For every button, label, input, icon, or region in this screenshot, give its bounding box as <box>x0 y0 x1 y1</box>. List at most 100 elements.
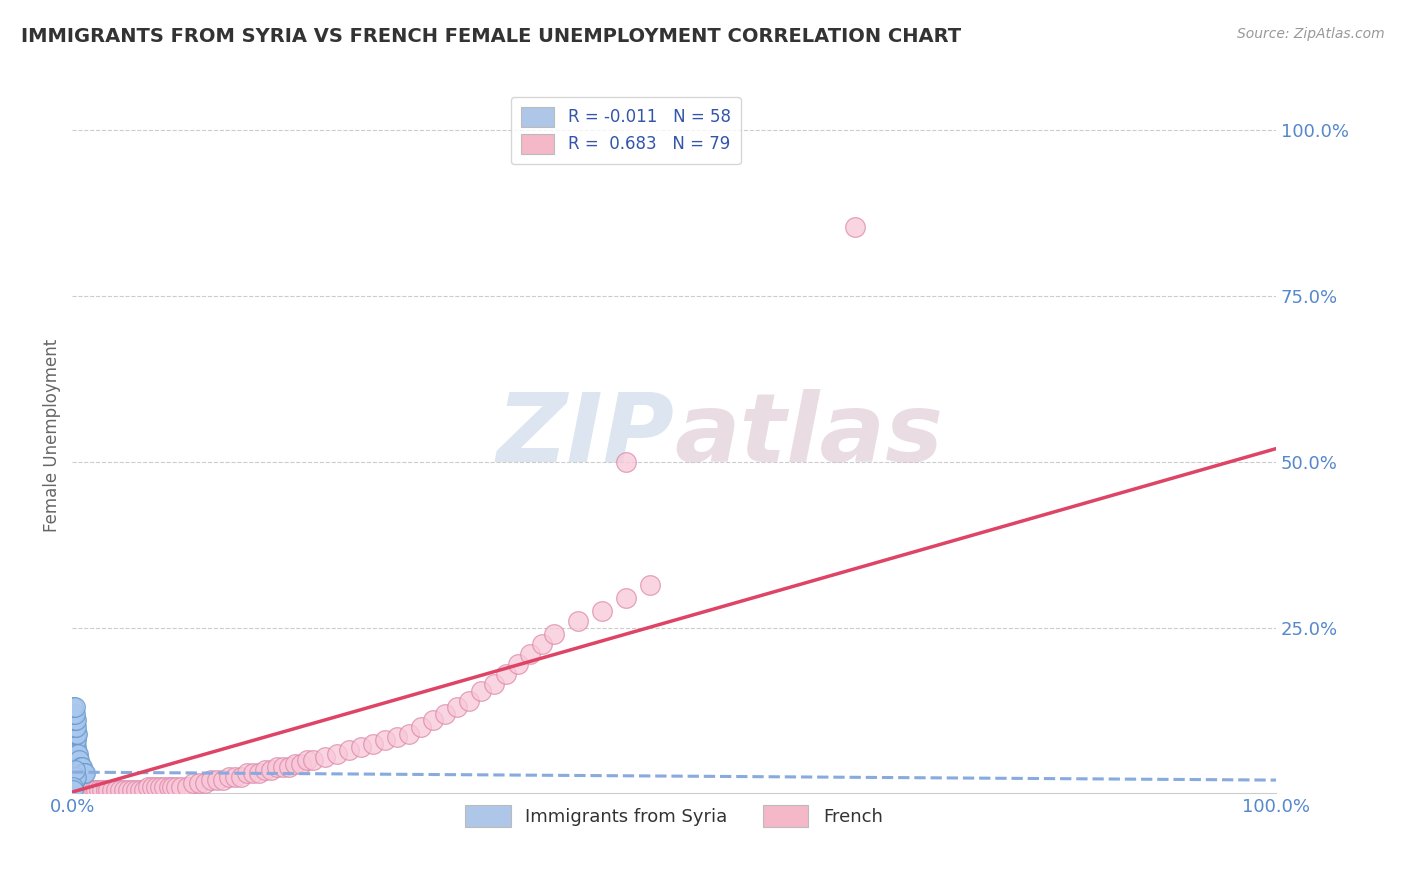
Point <box>519 647 541 661</box>
Point <box>260 763 283 777</box>
Point <box>63 727 86 741</box>
Point <box>63 747 86 761</box>
Point <box>125 783 148 797</box>
Point <box>76 783 98 797</box>
Point <box>290 756 312 771</box>
Point <box>65 714 87 728</box>
Point <box>77 783 100 797</box>
Point <box>112 783 135 797</box>
Point <box>63 766 86 780</box>
Point <box>458 693 481 707</box>
Point <box>134 783 156 797</box>
Point <box>101 783 124 797</box>
Point <box>63 700 86 714</box>
Point <box>70 760 93 774</box>
Point <box>67 747 90 761</box>
Point <box>211 773 233 788</box>
Point <box>69 766 91 780</box>
Point <box>65 770 87 784</box>
Point <box>87 783 110 797</box>
Text: atlas: atlas <box>673 389 943 482</box>
Point <box>350 739 373 754</box>
Point <box>236 766 259 780</box>
Point <box>62 773 84 788</box>
Point <box>70 766 93 780</box>
Point <box>97 783 120 797</box>
Point <box>411 720 433 734</box>
Point <box>253 763 276 777</box>
Point <box>67 760 90 774</box>
Point <box>83 783 105 797</box>
Point <box>194 776 217 790</box>
Point <box>62 747 84 761</box>
Point <box>63 773 86 788</box>
Point <box>65 720 87 734</box>
Point <box>80 783 103 797</box>
Point <box>72 766 94 780</box>
Point <box>160 780 183 794</box>
Point <box>62 706 84 721</box>
Point <box>73 783 96 797</box>
Point <box>65 760 87 774</box>
Point <box>65 766 87 780</box>
Point <box>434 706 457 721</box>
Point <box>62 733 84 747</box>
Point <box>84 783 107 797</box>
Point <box>247 766 270 780</box>
Point <box>218 770 240 784</box>
Point <box>200 773 222 788</box>
Point <box>121 783 143 797</box>
Point <box>271 760 294 774</box>
Point <box>614 591 637 605</box>
Point <box>266 760 288 774</box>
Point <box>187 776 209 790</box>
Point <box>62 780 84 794</box>
Point <box>638 577 661 591</box>
Point <box>302 753 325 767</box>
Point <box>67 753 90 767</box>
Point <box>65 739 87 754</box>
Point <box>446 700 468 714</box>
Point <box>284 756 307 771</box>
Point <box>63 714 86 728</box>
Point <box>62 766 84 780</box>
Point <box>94 783 117 797</box>
Point <box>157 780 180 794</box>
Point <box>482 677 505 691</box>
Text: Source: ZipAtlas.com: Source: ZipAtlas.com <box>1237 27 1385 41</box>
Point <box>136 780 159 794</box>
Point <box>62 727 84 741</box>
Point <box>75 766 97 780</box>
Point <box>398 727 420 741</box>
Point <box>66 760 89 774</box>
Point <box>242 766 264 780</box>
Point <box>530 637 553 651</box>
Point <box>67 783 90 797</box>
Point <box>591 604 613 618</box>
Point <box>314 750 336 764</box>
Point <box>66 753 89 767</box>
Point <box>91 783 114 797</box>
Point <box>63 706 86 721</box>
Point <box>422 714 444 728</box>
Point <box>69 760 91 774</box>
Point <box>506 657 529 671</box>
Point <box>295 753 318 767</box>
Point <box>65 747 87 761</box>
Point <box>169 780 191 794</box>
Point <box>495 667 517 681</box>
Point <box>614 455 637 469</box>
Point <box>63 760 86 774</box>
Point <box>69 753 91 767</box>
Point <box>65 733 87 747</box>
Point <box>66 747 89 761</box>
Point <box>361 737 384 751</box>
Point <box>149 780 172 794</box>
Point <box>66 766 89 780</box>
Point <box>104 783 127 797</box>
Point <box>63 753 86 767</box>
Point <box>63 763 86 777</box>
Point <box>567 614 589 628</box>
Point <box>65 727 87 741</box>
Point <box>62 700 84 714</box>
